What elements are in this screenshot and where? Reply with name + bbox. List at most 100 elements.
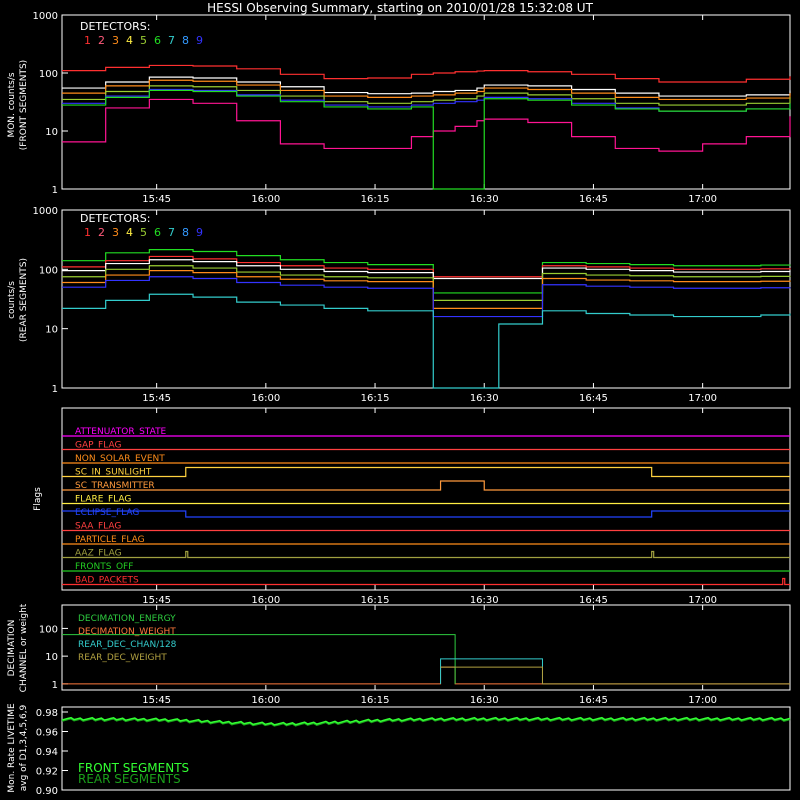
x-tick-label: 17:00 <box>688 194 717 205</box>
y-tick-label: 0.92 <box>36 767 58 778</box>
legend-detector-8: 8 <box>182 226 189 239</box>
legend-detector-3: 3 <box>112 34 119 47</box>
rear-ylabel2: (REAR SEGMENTS) <box>19 258 29 342</box>
front-ylabel: MON. counts/s <box>7 72 17 137</box>
decimation-x-ticks: 15:45 16:00 16:15 16:30 16:45 17:00 <box>142 605 717 706</box>
decimation-ylabel: DECIMATION <box>7 620 17 677</box>
flag-label-sc-in-sunlight: SC_IN_SUNLIGHT <box>75 468 152 478</box>
legend-detector-7: 7 <box>168 226 175 239</box>
x-tick-label: 15:45 <box>142 595 171 606</box>
y-tick-label: 0.90 <box>36 786 58 797</box>
y-tick-label: 1000 <box>33 11 58 22</box>
livetime-panel-frame <box>61 706 791 791</box>
rear-dec-chan-trace <box>440 658 543 684</box>
decimation-weight-trace <box>62 666 790 685</box>
front-series-det-3 <box>62 79 791 101</box>
rear-ylabel: counts/s <box>7 281 17 319</box>
front-rates-panel: MON. counts/s (FRONT SEGMENTS) DETECTORS… <box>7 11 791 205</box>
flag-label-eclipse-flag: ECLIPSE_FLAG <box>75 508 139 518</box>
flag-label-non-solar-event: NON_SOLAR_EVENT <box>75 454 165 464</box>
y-tick-label: 100 <box>39 624 58 635</box>
flags-x-ticks: 15:45 16:00 16:15 16:30 16:45 17:00 <box>142 408 717 606</box>
panel-frames <box>61 14 791 791</box>
flag-trace-sc-in-sunlight <box>62 466 790 478</box>
x-tick-label: 16:00 <box>251 695 280 706</box>
decimation-panel: DECIMATION CHANNEL or weight 1 10 100 15:4… <box>7 603 790 706</box>
rear-x-ticks: 15:45 16:00 16:15 16:30 16:45 17:00 <box>142 210 717 404</box>
x-tick-label: 17:00 <box>688 695 717 706</box>
legend-detector-5: 5 <box>140 34 147 47</box>
flag-label-aaz-flag: AAZ_FLAG <box>75 549 122 559</box>
decimation-panel-frame <box>61 604 791 691</box>
y-tick-label: 0.96 <box>36 728 58 739</box>
decimation-legend-decimation-energy: DECIMATION_ENERGY <box>78 614 176 624</box>
legend-detector-2: 2 <box>98 226 105 239</box>
flag-trace-aaz-flag <box>62 550 790 559</box>
x-tick-label: 16:45 <box>579 695 608 706</box>
rear-legend-title: DETECTORS: <box>80 212 150 225</box>
decimation-legend: DECIMATION_ENERGY DECIMATION_WEIGHT REAR_D… <box>78 614 177 663</box>
livetime-ylabel: Mon. Rate LIVETIME <box>7 703 17 793</box>
decimation-legend-decimation-weight: DECIMATION_WEIGHT <box>78 627 176 637</box>
rear-series-det-5 <box>62 276 791 318</box>
legend-detector-6: 6 <box>154 34 161 47</box>
figure-title: HESSI Observing Summary, starting on 201… <box>207 1 593 15</box>
rear-panel-frame <box>61 209 791 389</box>
livetime-traces <box>61 716 791 727</box>
legend-detector-4: 4 <box>126 34 133 47</box>
flags-ylabel: Flags <box>33 487 43 511</box>
rear-y-ticks: 1 10 100 1000 <box>33 206 68 395</box>
y-tick-label: 10 <box>45 325 58 336</box>
livetime-front-trace <box>61 716 791 726</box>
livetime-ylabel2: avg of D1,3,4,5,6,9 <box>19 704 29 791</box>
x-tick-label: 16:30 <box>470 194 499 205</box>
x-tick-label: 16:15 <box>361 393 390 404</box>
y-tick-label: 1 <box>52 185 58 196</box>
flag-label-particle-flag: PARTICLE_FLAG <box>75 535 145 545</box>
flag-label-bad-packets: BAD_PACKETS <box>75 576 139 586</box>
front-ylabel2: (FRONT SEGMENTS) <box>19 60 29 150</box>
x-tick-label: 16:15 <box>361 595 390 606</box>
x-tick-label: 16:45 <box>579 194 608 205</box>
front-series-det-6 <box>62 89 791 190</box>
x-tick-label: 16:45 <box>579 595 608 606</box>
flag-trace-eclipse-flag <box>62 510 790 518</box>
x-tick-label: 16:00 <box>251 194 280 205</box>
x-tick-label: 16:15 <box>361 695 390 706</box>
decimation-ylabel2: CHANNEL or weight <box>19 603 29 692</box>
y-tick-label: 100 <box>39 265 58 276</box>
front-legend-title: DETECTORS: <box>80 20 150 33</box>
livetime-legend-rear-segments: REAR SEGMENTS <box>78 772 181 786</box>
flag-trace-bad-packets <box>62 577 790 586</box>
front-series-det-2 <box>62 76 791 97</box>
front-x-ticks: 15:45 16:00 16:15 16:30 16:45 17:00 <box>142 15 717 205</box>
x-tick-label: 16:45 <box>579 393 608 404</box>
front-series-det-4 <box>62 85 791 106</box>
legend-detector-3: 3 <box>112 226 119 239</box>
y-tick-label: 100 <box>39 69 58 80</box>
x-tick-label: 16:15 <box>361 194 390 205</box>
legend-detector-2: 2 <box>98 34 105 47</box>
legend-detector-7: 7 <box>168 34 175 47</box>
legend-detector-9: 9 <box>196 226 203 239</box>
flag-label-sc-transmitter: SC_TRANSMITTER <box>75 481 155 491</box>
x-tick-label: 16:00 <box>251 393 280 404</box>
x-tick-label: 17:00 <box>688 595 717 606</box>
legend-detector-9: 9 <box>196 34 203 47</box>
decimation-legend-rear-dec-chan-128: REAR_DEC_CHAN/128 <box>78 640 177 650</box>
x-tick-label: 15:45 <box>142 393 171 404</box>
legend-detector-6: 6 <box>154 226 161 239</box>
front-series <box>62 64 791 190</box>
legend-detector-1: 1 <box>84 226 91 239</box>
x-tick-label: 16:30 <box>470 695 499 706</box>
flags-traces: ATTENUATOR_STATE GAP_FLAG NON_SOLAR_EVENT S… <box>62 427 790 586</box>
front-series-det-5 <box>62 88 791 112</box>
x-tick-label: 15:45 <box>142 695 171 706</box>
y-tick-label: 1 <box>52 384 58 395</box>
y-tick-label: 0.94 <box>36 747 58 758</box>
decimation-traces <box>62 634 790 685</box>
decimation-legend-rear-dec-weight: REAR_DEC_WEIGHT <box>78 653 167 663</box>
